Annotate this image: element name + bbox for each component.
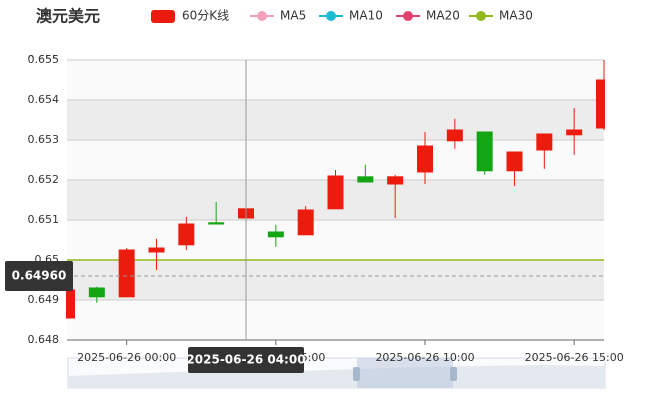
candle-body <box>297 209 314 236</box>
pointer-y-box <box>5 261 73 291</box>
data-zoom[interactable] <box>67 357 606 389</box>
candle-body <box>357 176 374 183</box>
y-tick-label: 0.651 <box>28 213 60 226</box>
split-area <box>67 100 604 140</box>
candle-body <box>566 129 583 136</box>
x-tick-label: 2025-06-26 15:00 <box>525 351 624 364</box>
pointer-x-label: 2025-06-26 04:00 <box>186 353 305 367</box>
split-area <box>67 60 604 100</box>
y-tick-label: 0.655 <box>28 53 60 66</box>
zoom-preview <box>68 365 605 388</box>
zoom-handle[interactable] <box>353 367 360 381</box>
legend-item[interactable]: 60分K线 <box>151 9 229 24</box>
pointer-y-label: 0.64960 <box>12 269 67 283</box>
pointer-x-box <box>188 347 304 373</box>
candle-body <box>446 129 463 142</box>
x-tick-label: 2025-06-26 10:00 <box>375 351 474 364</box>
edge-mask <box>0 58 66 342</box>
y-tick-label: 0.648 <box>28 333 60 346</box>
split-area <box>67 220 604 260</box>
candle-body <box>178 223 195 246</box>
legend-item[interactable]: MA20 <box>396 9 460 23</box>
candle-body <box>118 249 135 298</box>
y-tick-label: 0.652 <box>28 173 60 186</box>
legend-item[interactable]: MA5 <box>250 9 306 23</box>
candle-body <box>327 175 344 210</box>
y-tick-label: 0.653 <box>28 133 60 146</box>
zoom-window[interactable] <box>357 358 453 388</box>
legend-icon <box>257 11 267 21</box>
x-tick-label: 2025-06-26 00:00 <box>77 351 176 364</box>
chart-title: 澳元美元 <box>36 7 100 26</box>
y-tick-label: 0.654 <box>28 93 60 106</box>
candle-body <box>148 247 165 253</box>
legend-icon <box>476 11 486 21</box>
legend-label: MA30 <box>499 9 533 23</box>
candle-body <box>387 176 404 185</box>
candle-body <box>88 287 105 298</box>
candle-body <box>267 231 284 238</box>
candle-body <box>476 131 493 172</box>
legend-label: MA5 <box>280 9 306 23</box>
split-area <box>67 260 604 300</box>
y-tick-label: 0.649 <box>28 293 60 306</box>
legend-label: MA20 <box>426 9 460 23</box>
zoom-handle[interactable] <box>450 367 457 381</box>
legend-label: 60分K线 <box>182 9 229 23</box>
legend-icon <box>326 11 336 21</box>
candle-body <box>506 151 523 172</box>
legend-item[interactable]: MA30 <box>469 9 533 23</box>
legend-label: MA10 <box>349 9 383 23</box>
legend-icon <box>151 10 175 23</box>
candle-body <box>417 145 433 173</box>
split-area <box>67 300 604 340</box>
legend-icon <box>403 11 413 21</box>
legend-item[interactable]: MA10 <box>319 9 383 23</box>
edge-mask <box>605 58 670 342</box>
candle-body <box>536 133 553 151</box>
candle-body <box>208 222 225 225</box>
